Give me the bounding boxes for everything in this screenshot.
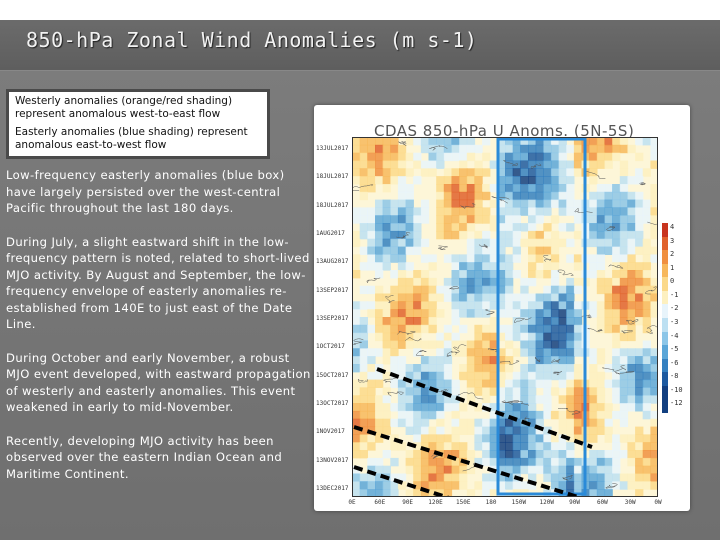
date-tick-label: 15OCT2017 xyxy=(316,371,349,379)
longitude-tick-label: 150W xyxy=(511,499,527,506)
colorbar-label: -6 xyxy=(670,358,679,367)
date-tick-label: 13JUL2017 xyxy=(316,145,349,152)
legend-westerly: Westerly anomalies (orange/red shading) … xyxy=(15,95,233,120)
bullet-1: Low-frequency easterly anomalies (blue b… xyxy=(6,168,285,215)
longitude-tick-label: 60W xyxy=(596,499,608,506)
colorbar-label: 4 xyxy=(670,223,675,231)
date-tick-label: 1NOV2017 xyxy=(316,428,345,436)
legend-easterly: Easterly anomalies (blue shading) repres… xyxy=(15,126,248,151)
colorbar-label: -3 xyxy=(670,318,679,326)
colorbar-label: 3 xyxy=(670,236,675,245)
colorbar-label: -8 xyxy=(670,372,679,381)
longitude-tick-label: 60E xyxy=(374,499,386,506)
title-bar xyxy=(0,20,720,71)
top-strip xyxy=(0,0,720,20)
colorbar-label: -10 xyxy=(670,385,683,394)
colorbar: 4 3 2 1 0 -1 -2 -3 -4 -5 -6 -8 -10 -12 xyxy=(662,223,683,413)
colorbar-swatch xyxy=(662,277,668,291)
bullet-3: During October and early November, a rob… xyxy=(6,350,311,415)
colorbar-label: -5 xyxy=(670,345,679,354)
colorbar-swatch xyxy=(662,358,668,373)
date-tick-label: 18JUL2017 xyxy=(316,173,349,181)
longitude-tick-label: 150E xyxy=(456,499,471,506)
colorbar-swatch xyxy=(662,304,668,318)
colorbar-label: 2 xyxy=(670,250,675,259)
mjo-line-1 xyxy=(376,367,593,449)
colorbar-swatch xyxy=(662,318,668,332)
slide-title: 850-hPa Zonal Wind Anomalies (m s-1) xyxy=(26,28,478,52)
longitude-tick-label: 30W xyxy=(624,499,636,506)
date-tick-label: 13DEC2017 xyxy=(316,485,349,492)
colorbar-swatch xyxy=(662,399,668,413)
colorbar-swatch xyxy=(662,263,668,278)
colorbar-label: -4 xyxy=(670,331,679,340)
plot-frame xyxy=(352,137,658,497)
longitude-tick-label: 120E xyxy=(428,499,443,506)
longitude-tick-label: 0W xyxy=(654,499,662,506)
figure-title: CDAS 850-hPa U Anoms. (5N-5S) xyxy=(374,122,635,140)
legend-box: Westerly anomalies (orange/red shading) … xyxy=(6,89,270,159)
bullet-4: Recently, developing MJO activity has be… xyxy=(6,433,283,481)
colorbar-swatch xyxy=(662,385,668,400)
longitude-axis: 0E 60E 90E 120E 150E 180 150W 120W 90W 60W 30W 0W xyxy=(348,499,662,509)
date-tick-label: 18JUL2017 xyxy=(316,201,349,209)
mjo-line-2 xyxy=(353,425,585,497)
colorbar-swatch xyxy=(662,345,668,359)
date-tick-label: 13AUG2017 xyxy=(316,258,349,266)
colorbar-swatch xyxy=(662,250,668,264)
longitude-tick-label: 120W xyxy=(539,499,554,506)
colorbar-label: 0 xyxy=(670,277,675,286)
bullet-list: Low-frequency easterly anomalies (blue b… xyxy=(6,167,312,499)
colorbar-swatch xyxy=(662,331,668,346)
date-tick-label: 13SEP2017 xyxy=(316,286,349,294)
colorbar-swatch xyxy=(662,236,668,251)
bullet-2: During July, a slight eastward shift in … xyxy=(6,234,310,332)
colorbar-label: 1 xyxy=(670,263,675,272)
date-tick-label: 1OCT2017 xyxy=(316,343,345,351)
anomaly-plot xyxy=(352,137,658,497)
longitude-tick-label: 90W xyxy=(569,499,580,506)
longitude-tick-label: 180 xyxy=(485,499,497,506)
date-tick-label: 13NOV2017 xyxy=(316,456,349,464)
low-frequency-blue-box xyxy=(496,137,587,496)
date-tick-label: 1AUG2017 xyxy=(316,230,345,237)
hovmoller-figure: CDAS 850-hPa U Anoms. (5N-5S) 13JUL2017 1… xyxy=(314,105,690,511)
longitude-tick-label: 90E xyxy=(402,499,414,506)
colorbar-label: -12 xyxy=(670,399,683,408)
colorbar-swatch xyxy=(662,372,668,386)
date-axis: 13JUL2017 18JUL2017 18JUL2017 1AUG2017 13AUG… xyxy=(316,137,352,497)
colorbar-swatch xyxy=(662,290,668,305)
colorbar-label: -2 xyxy=(670,304,679,313)
date-tick-label: 13SEP2017 xyxy=(316,315,349,322)
mjo-line-3 xyxy=(353,465,453,497)
colorbar-swatch xyxy=(662,223,668,237)
longitude-tick-label: 0E xyxy=(348,499,356,506)
colorbar-label: -1 xyxy=(670,290,679,299)
date-tick-label: 13OCT2017 xyxy=(316,400,349,407)
anomaly-shading xyxy=(352,137,658,497)
